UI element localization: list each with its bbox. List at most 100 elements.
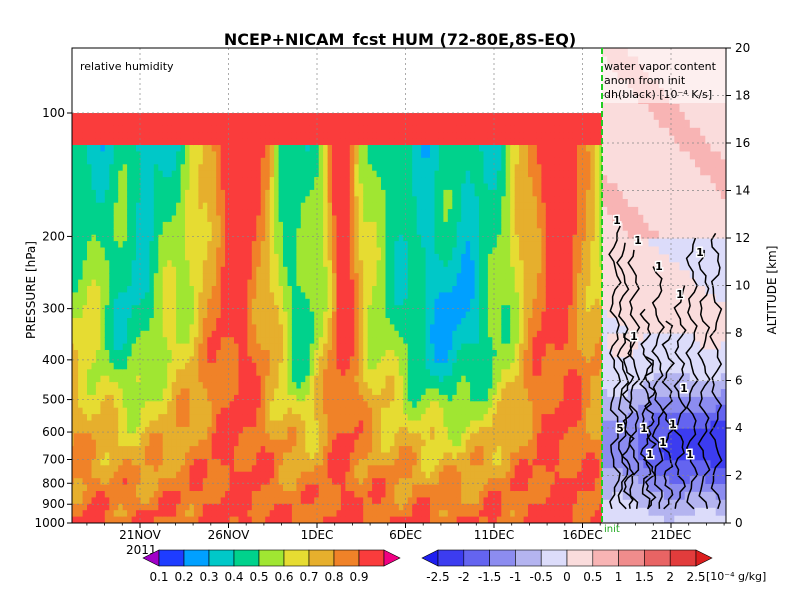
heatmap-cell	[260, 145, 266, 152]
heatmap-cell	[287, 420, 293, 428]
heatmap-cell	[247, 401, 253, 409]
heatmap-cell	[189, 157, 195, 165]
heatmap-cell	[167, 350, 173, 357]
heatmap-cell	[398, 221, 404, 229]
heatmap-cell	[363, 439, 369, 447]
heatmap-cell	[238, 132, 244, 140]
heatmap-cell	[167, 119, 173, 127]
heatmap-cell	[349, 465, 355, 473]
heatmap-cell	[153, 452, 159, 460]
heatmap-cell	[381, 414, 387, 422]
heatmap-cell	[349, 132, 355, 140]
heatmap-cell	[354, 503, 360, 511]
heatmap-cell	[198, 324, 204, 332]
heatmap-cell	[229, 465, 235, 473]
heatmap-cell	[171, 458, 177, 466]
heatmap-cell	[100, 471, 106, 479]
heatmap-cell	[72, 234, 75, 242]
heatmap-cell	[198, 286, 204, 293]
heatmap-cell	[176, 266, 182, 274]
heatmap-cell	[100, 420, 106, 428]
heatmap-cell	[104, 125, 110, 133]
heatmap-cell	[167, 292, 173, 300]
heatmap-cell	[349, 382, 355, 390]
heatmap-cell	[193, 433, 199, 441]
heatmap-cell	[176, 260, 182, 268]
heatmap-cell	[247, 356, 253, 364]
heatmap-cell	[100, 382, 106, 390]
heatmap-cell	[336, 260, 342, 268]
heatmap-cell	[198, 382, 204, 390]
heatmap-cell	[122, 241, 128, 249]
heatmap-cell	[82, 516, 88, 523]
heatmap-cell	[229, 337, 235, 345]
heatmap-cell	[291, 324, 297, 332]
heatmap-cell	[265, 439, 271, 447]
heatmap-cell	[95, 497, 101, 505]
heatmap-cell	[296, 350, 302, 357]
heatmap-cell	[318, 292, 324, 300]
heatmap-cell	[100, 241, 106, 249]
heatmap-cell	[283, 151, 289, 159]
heatmap-cell	[345, 183, 351, 191]
heatmap-cell	[87, 266, 93, 274]
heatmap-cell	[78, 196, 84, 204]
heatmap-cell	[167, 426, 173, 434]
heatmap-cell	[314, 478, 320, 486]
heatmap-cell	[140, 260, 146, 268]
heatmap-cell	[385, 286, 391, 293]
heatmap-cell	[367, 394, 373, 402]
heatmap-cell	[389, 433, 395, 441]
heatmap-cell	[340, 132, 346, 140]
heatmap-cell	[323, 125, 329, 133]
heatmap-cell	[349, 170, 355, 178]
heatmap-cell	[242, 439, 248, 447]
heatmap-cell	[127, 234, 133, 242]
heatmap-cell	[256, 478, 262, 486]
heatmap-cell	[407, 491, 413, 498]
heatmap-cell	[265, 253, 271, 261]
heatmap-cell	[274, 446, 280, 454]
heatmap-cell	[296, 510, 302, 518]
heatmap-cell	[381, 433, 387, 441]
heatmap-cell	[314, 266, 320, 274]
heatmap-cell	[82, 510, 88, 518]
heatmap-cell	[153, 132, 159, 140]
heatmap-cell	[385, 273, 391, 281]
heatmap-cell	[363, 420, 369, 428]
heatmap-cell	[122, 343, 128, 351]
heatmap-cell	[100, 394, 106, 402]
heatmap-cell	[358, 266, 364, 274]
heatmap-cell	[340, 439, 346, 447]
heatmap-cell	[287, 382, 293, 390]
heatmap-cell	[358, 375, 364, 383]
heatmap-cell	[407, 318, 413, 325]
heatmap-cell	[202, 298, 208, 306]
heatmap-cell	[300, 151, 306, 159]
heatmap-cell	[211, 279, 217, 287]
heatmap-cell	[180, 253, 186, 261]
heatmap-cell	[242, 138, 248, 146]
heatmap-cell	[158, 356, 164, 364]
heatmap-cell	[278, 497, 284, 505]
heatmap-cell	[385, 202, 391, 210]
heatmap-cell	[247, 266, 253, 274]
heatmap-cell	[109, 388, 115, 396]
heatmap-cell	[176, 253, 182, 261]
heatmap-cell	[234, 343, 240, 351]
heatmap-cell	[78, 516, 84, 523]
heatmap-cell	[242, 318, 248, 325]
heatmap-cell	[256, 330, 262, 338]
heatmap-cell	[340, 324, 346, 332]
heatmap-cell	[318, 170, 324, 178]
heatmap-cell	[305, 247, 311, 255]
heatmap-cell	[269, 132, 275, 140]
heatmap-cell	[283, 388, 289, 396]
heatmap-cell	[131, 439, 137, 447]
heatmap-cell	[220, 324, 226, 332]
heatmap-cell	[118, 189, 124, 197]
heatmap-cell	[269, 113, 275, 120]
heatmap-cell	[122, 458, 128, 466]
heatmap-cell	[372, 215, 378, 223]
heatmap-cell	[309, 177, 315, 185]
